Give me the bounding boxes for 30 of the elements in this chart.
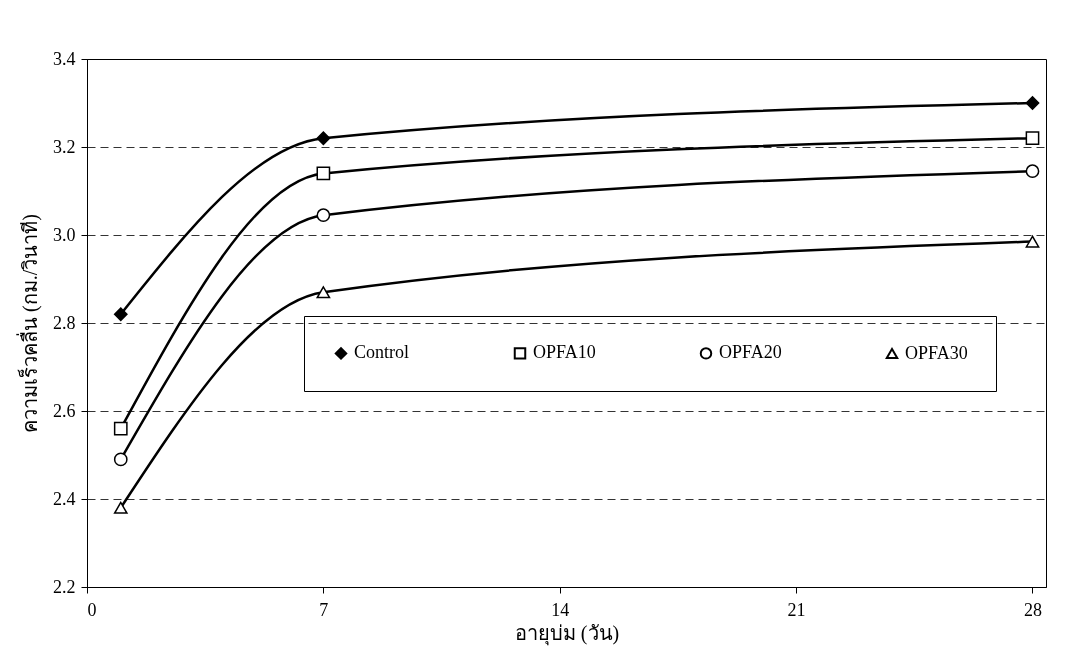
x-tick-label: 28 — [1023, 599, 1042, 620]
x-tick-label: 14 — [551, 599, 570, 620]
point — [1025, 235, 1040, 248]
point — [316, 208, 331, 223]
point — [316, 166, 331, 181]
point — [1025, 131, 1040, 146]
y-tick-label: 2.4 — [53, 488, 76, 509]
point — [1025, 164, 1040, 179]
point — [113, 452, 128, 467]
legend-label: OPFA20 — [719, 342, 782, 363]
y-tick-label: 2.6 — [53, 400, 76, 421]
point — [1025, 96, 1040, 110]
point — [316, 286, 331, 299]
point — [113, 501, 128, 514]
x-tick-label: 7 — [319, 599, 329, 620]
legend-label: OPFA10 — [533, 342, 596, 363]
y-tick-label: 2.8 — [53, 312, 76, 333]
x-tick-label: 0 — [87, 599, 97, 620]
x-axis-title: อายุบ่ม (วัน) — [514, 621, 620, 646]
point — [316, 131, 331, 146]
point — [113, 307, 128, 322]
legend-label: Control — [354, 342, 410, 363]
y-tick-label: 3.4 — [53, 48, 76, 69]
y-tick-label: 3.2 — [53, 136, 76, 157]
x-tick-label: 21 — [787, 599, 806, 620]
y-axis-title: ความเร็วคลื่น (กม./วินาที) — [16, 214, 42, 433]
y-tick-label: 2.2 — [53, 576, 76, 597]
legend-label: OPFA30 — [905, 342, 968, 363]
y-tick-label: 3.0 — [53, 224, 76, 245]
point — [113, 421, 128, 436]
